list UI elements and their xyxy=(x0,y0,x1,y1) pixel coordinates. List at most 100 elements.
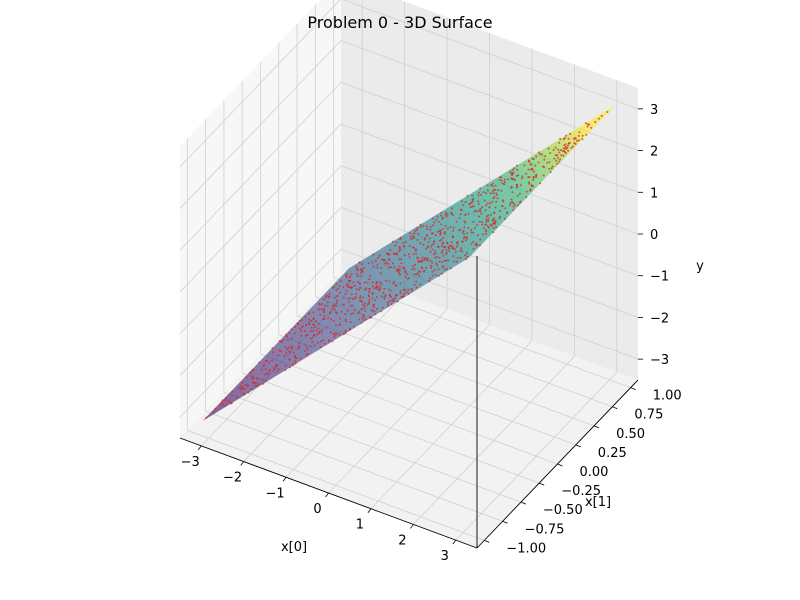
scatter-point xyxy=(557,148,560,151)
scatter-point xyxy=(383,297,386,300)
scatter-point xyxy=(379,285,381,288)
scatter-point xyxy=(472,220,475,223)
scatter-point xyxy=(499,215,501,218)
scatter-point xyxy=(426,257,429,260)
scatter-point xyxy=(418,274,421,277)
scatter-point xyxy=(350,313,353,315)
scatter-point xyxy=(321,328,324,331)
scatter-point xyxy=(363,304,366,307)
scatter-point xyxy=(318,332,321,334)
scatter-point xyxy=(300,326,303,329)
scatter-point xyxy=(252,382,255,385)
scatter-point xyxy=(331,307,334,310)
scatter-point xyxy=(313,344,316,347)
x-tick-label: 3 xyxy=(441,549,449,564)
scatter-point xyxy=(474,243,477,246)
scatter-point xyxy=(565,147,568,150)
scatter-point xyxy=(323,309,326,312)
scatter-point xyxy=(532,158,535,160)
scatter-point xyxy=(515,164,518,167)
scatter-point xyxy=(344,329,347,332)
scatter-point xyxy=(496,193,498,196)
scatter-point xyxy=(491,200,494,203)
chart-title: Problem 0 - 3D Surface xyxy=(307,13,492,32)
scatter-point xyxy=(388,266,390,269)
scatter-point xyxy=(340,310,343,313)
scatter-point xyxy=(461,250,464,253)
scatter-point xyxy=(437,268,440,271)
scatter-point xyxy=(364,318,367,321)
scatter-point xyxy=(431,243,434,246)
scatter-point xyxy=(429,226,432,228)
scatter-point xyxy=(376,266,379,269)
scatter-point xyxy=(461,240,464,243)
scatter-point xyxy=(401,241,404,244)
scatter-point xyxy=(462,237,465,240)
scatter-point xyxy=(410,238,413,240)
scatter-point xyxy=(230,402,232,405)
z-grid-left xyxy=(179,165,342,334)
scatter-point xyxy=(495,200,498,203)
scatter-point xyxy=(425,247,428,250)
scatter-point xyxy=(567,142,570,145)
scatter-point xyxy=(392,300,395,303)
scatter-point xyxy=(425,234,428,237)
scatter-point xyxy=(510,171,513,174)
scatter-point xyxy=(260,368,263,371)
scatter-point xyxy=(574,137,577,140)
scatter-point xyxy=(344,332,347,334)
scatter-point xyxy=(509,171,511,173)
scatter-point xyxy=(570,146,573,149)
scatter-point xyxy=(467,213,470,215)
scatter-point xyxy=(355,266,358,269)
scatter-point xyxy=(403,292,406,295)
scatter-point xyxy=(381,258,384,261)
scatter-point xyxy=(434,249,437,252)
scatter-point xyxy=(436,264,439,267)
scatter-point xyxy=(399,282,402,285)
scatter-point xyxy=(486,202,489,205)
scatter-point xyxy=(485,192,488,195)
scatter-point xyxy=(412,253,415,256)
scatter-point xyxy=(255,384,258,387)
scatter-point xyxy=(372,265,375,268)
x-tick-label: 1 xyxy=(356,518,364,533)
scatter-point xyxy=(332,319,335,322)
scatter-point xyxy=(436,255,438,258)
scatter-point xyxy=(535,155,538,158)
scatter-point xyxy=(399,248,402,251)
scatter-point xyxy=(466,251,468,254)
scatter-point xyxy=(403,254,406,257)
scatter-point xyxy=(212,410,215,413)
scatter-point xyxy=(530,184,533,187)
tick-labels: −3 −2 −1 0 1 2 3 −1.00 −0.75 −0.50 −0.25 0.00 0.25 0.… xyxy=(181,103,682,564)
scatter-point xyxy=(298,341,301,344)
scatter-point xyxy=(464,213,467,216)
scatter-point xyxy=(310,320,313,322)
scatter-point xyxy=(518,192,521,195)
scatter-point xyxy=(492,197,495,200)
scatter-point xyxy=(384,294,387,297)
scatter-point xyxy=(414,263,417,266)
scatter-point xyxy=(549,171,552,173)
scatter-point xyxy=(305,334,307,337)
x-tick xyxy=(325,492,329,498)
scatter-point xyxy=(287,346,290,349)
scatter-point xyxy=(247,391,250,394)
scatter-point xyxy=(485,218,488,221)
scatter-point xyxy=(429,251,432,253)
scatter-point xyxy=(497,189,500,192)
scatter-point xyxy=(531,168,534,171)
scatter-point xyxy=(489,192,492,195)
scatter-point xyxy=(415,286,418,289)
y-tick-label: −0.25 xyxy=(561,484,601,499)
scatter-point xyxy=(581,134,584,137)
scatter-point xyxy=(346,283,349,286)
scatter-point xyxy=(564,143,567,146)
scatter-point xyxy=(481,223,484,226)
scatter-point xyxy=(311,323,314,326)
scatter-point xyxy=(437,220,440,223)
scatter-point xyxy=(541,153,543,156)
y-axis-label: x[1] xyxy=(585,495,611,510)
scatter-point xyxy=(333,285,336,288)
